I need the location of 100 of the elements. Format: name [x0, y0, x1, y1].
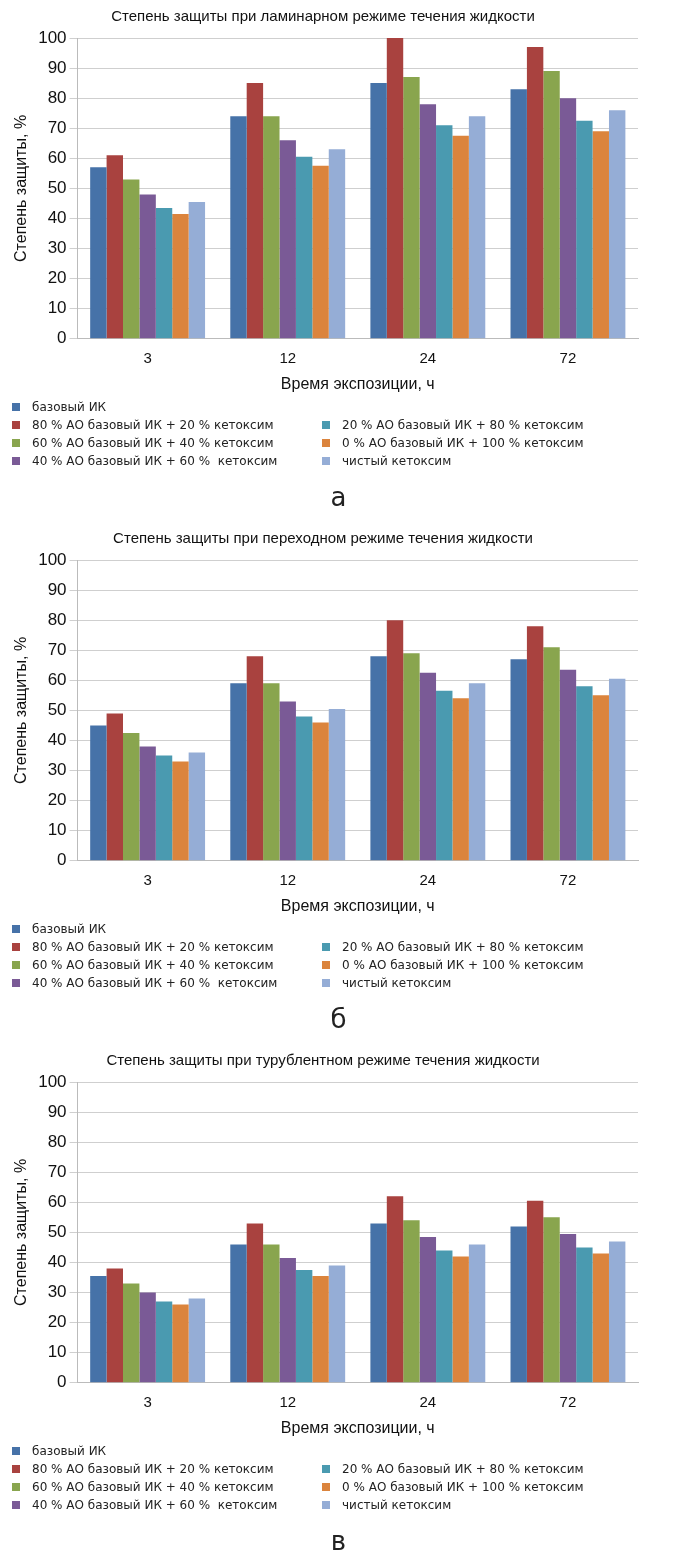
bar [246, 1223, 264, 1383]
bar [419, 104, 437, 339]
bar [370, 83, 387, 339]
bar [230, 1244, 247, 1383]
x-axis-title: Время экспозиции, ч [280, 1418, 435, 1436]
y-tick-label: 10 [47, 1342, 67, 1362]
bar [419, 1236, 437, 1383]
bar [576, 686, 593, 861]
bar [370, 656, 387, 861]
text: а [329, 482, 348, 512]
legend-label: чистый кетоксим [342, 1498, 452, 1512]
y-tick-label: 80 [47, 609, 67, 629]
y-tick-label: 30 [47, 238, 67, 258]
y-tick-label: 30 [47, 760, 67, 780]
bar [452, 135, 469, 339]
legend-label: 80 % АО базовый ИК + 20 % кетоксим [32, 418, 274, 432]
bar [328, 1265, 346, 1383]
y-tick-label: 50 [47, 178, 67, 198]
bar [468, 1244, 486, 1383]
bar [436, 1250, 453, 1383]
bar [543, 71, 560, 339]
legend-label: 20 % АО базовый ИК + 80 % кетоксим [342, 940, 584, 954]
y-tick-label: 50 [47, 700, 67, 720]
y-tick-label: 80 [47, 1131, 67, 1151]
y-tick-label: 60 [47, 1192, 67, 1212]
bar [592, 1253, 609, 1383]
bar [559, 1233, 577, 1383]
bar [139, 746, 156, 861]
y-tick-label: 60 [47, 148, 67, 168]
legend-label: 60 % АО базовый ИК + 40 % кетоксим [32, 436, 274, 450]
bar [295, 156, 313, 339]
y-tick-label: 40 [47, 208, 67, 228]
bar [510, 659, 527, 861]
bar [468, 683, 486, 861]
bar [188, 752, 206, 861]
bar [263, 116, 280, 339]
legend-label: 0 % АО базовый ИК + 100 % кетоксим [342, 958, 584, 972]
bar [155, 1301, 173, 1383]
legend-label: 60 % АО базовый ИК + 40 % кетоксим [32, 958, 274, 972]
y-axis-title: Степень защиты, % [12, 636, 30, 784]
legend-label: базовый ИК [32, 922, 107, 936]
bar [155, 755, 173, 861]
bar [312, 722, 329, 861]
legend-label: 0 % АО базовый ИК + 100 % кетоксим [342, 1480, 584, 1494]
bar [172, 1304, 189, 1383]
bar [328, 149, 346, 339]
x-axis-title: Время экспозиции, ч [280, 896, 435, 914]
bar [172, 213, 189, 339]
x-tick-label: 12 [279, 1392, 297, 1410]
bar [246, 656, 264, 861]
x-tick-label: 24 [419, 870, 437, 888]
bar [106, 155, 123, 339]
x-tick-label: 72 [559, 348, 577, 366]
y-tick-label: 20 [47, 268, 67, 288]
y-tick-label: 40 [47, 730, 67, 750]
legend-label: 80 % АО базовый ИК + 20 % кетоксим [32, 940, 274, 954]
y-tick-label: 100 [38, 549, 67, 569]
bar [403, 653, 420, 861]
bar [436, 690, 453, 861]
y-tick-label: 90 [47, 579, 67, 599]
bar [452, 1256, 469, 1383]
bar [592, 695, 609, 861]
y-tick-label: 50 [47, 1222, 67, 1242]
bar [123, 1283, 140, 1383]
bar [295, 716, 313, 861]
bar [510, 1226, 527, 1383]
bar [592, 131, 609, 339]
bar [230, 116, 247, 339]
bar [526, 47, 544, 339]
y-tick-label: 90 [47, 1101, 67, 1121]
y-tick-label: 100 [38, 1071, 67, 1091]
bar [263, 683, 280, 861]
bar [123, 732, 140, 861]
bar [263, 1244, 280, 1383]
bar [608, 678, 626, 861]
bar [295, 1270, 313, 1383]
bar [608, 1241, 626, 1383]
bar [452, 698, 469, 861]
bar [386, 1196, 404, 1383]
bar [90, 167, 107, 339]
legend-label: базовый ИК [32, 1444, 107, 1458]
bar [312, 1276, 329, 1383]
x-tick-label: 12 [279, 348, 297, 366]
bar [419, 672, 437, 861]
bar [123, 179, 140, 339]
x-tick-label: 24 [419, 1392, 437, 1410]
legend-label: 40 % АО базовый ИК + 60 % кетоксим [32, 1498, 278, 1512]
bar [188, 201, 206, 339]
bar [436, 125, 453, 339]
legend-label: 20 % АО базовый ИК + 80 % кетоксим [342, 418, 584, 432]
bar [172, 761, 189, 861]
bar [526, 626, 544, 861]
x-axis-title: Время экспозиции, ч [280, 374, 435, 392]
bar [386, 620, 404, 861]
bar [155, 207, 173, 339]
bar [386, 38, 404, 339]
legend-label: 40 % АО базовый ИК + 60 % кетоксим [32, 454, 278, 468]
y-tick-label: 30 [47, 1282, 67, 1302]
y-tick-label: 10 [47, 820, 67, 840]
bar [468, 116, 486, 339]
